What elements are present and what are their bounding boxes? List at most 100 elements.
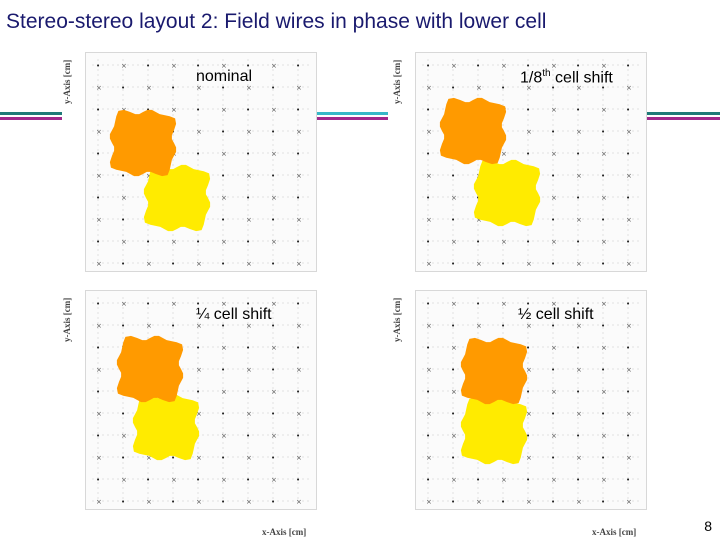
- wire-marker: •: [526, 300, 530, 308]
- wire-marker: ×: [626, 128, 632, 136]
- wire-marker: •: [426, 388, 430, 396]
- wire-marker: •: [246, 150, 250, 158]
- wire-marker: •: [601, 322, 605, 330]
- y-axis-label: y-Axis [cm]: [62, 59, 72, 104]
- wire-marker: •: [626, 62, 630, 70]
- wire-marker: ×: [626, 498, 632, 506]
- wire-marker: •: [271, 172, 275, 180]
- wire-marker: •: [426, 300, 430, 308]
- wire-marker: •: [551, 410, 555, 418]
- wire-marker: •: [426, 150, 430, 158]
- wire-marker: •: [551, 454, 555, 462]
- wire-marker: ×: [576, 410, 582, 418]
- accent-bars-middle: [312, 112, 388, 122]
- wire-marker: ×: [271, 344, 277, 352]
- wire-marker: ×: [526, 322, 532, 330]
- wire-marker: ×: [246, 216, 252, 224]
- wire-marker: ×: [551, 106, 557, 114]
- cell-shapes: [116, 335, 200, 461]
- wire-marker: ×: [601, 238, 607, 246]
- wire-marker: •: [196, 300, 200, 308]
- wire-marker: •: [601, 410, 605, 418]
- wire-marker: ×: [121, 300, 127, 308]
- wire-marker: •: [476, 194, 480, 202]
- wire-marker: •: [246, 194, 250, 202]
- wire-marker: ×: [476, 260, 482, 268]
- wire-marker: ×: [196, 128, 202, 136]
- cell-shapes: [109, 109, 211, 232]
- wire-marker: •: [96, 476, 100, 484]
- wire-marker: ×: [196, 322, 202, 330]
- wire-marker: ×: [196, 366, 202, 374]
- wire-marker: •: [221, 454, 225, 462]
- wire-marker: ×: [426, 410, 432, 418]
- wire-marker: •: [296, 150, 300, 158]
- wire-marker: ×: [626, 172, 632, 180]
- wire-marker: •: [96, 388, 100, 396]
- wire-marker: ×: [476, 84, 482, 92]
- wire-marker: •: [221, 260, 225, 268]
- wire-marker: •: [576, 432, 580, 440]
- wire-marker: •: [121, 498, 125, 506]
- wire-marker: ×: [526, 454, 532, 462]
- wire-marker: ×: [221, 150, 227, 158]
- wire-marker: ×: [196, 454, 202, 462]
- wire-marker: ×: [96, 410, 102, 418]
- wire-marker: •: [196, 238, 200, 246]
- wire-marker: •: [146, 238, 150, 246]
- wire-marker: ×: [601, 476, 607, 484]
- wire-marker: ×: [246, 410, 252, 418]
- wire-marker: •: [221, 322, 225, 330]
- wire-marker: •: [551, 84, 555, 92]
- wire-marker: •: [601, 454, 605, 462]
- wire-marker: ×: [121, 432, 127, 440]
- wire-marker: ×: [626, 322, 632, 330]
- wire-marker: ×: [246, 172, 252, 180]
- wire-marker: •: [551, 172, 555, 180]
- wire-marker: ×: [601, 106, 607, 114]
- wire-marker: ×: [476, 322, 482, 330]
- wire-marker: ×: [551, 476, 557, 484]
- wire-marker: •: [96, 300, 100, 308]
- wire-marker: •: [501, 322, 505, 330]
- wire-marker: ×: [271, 300, 277, 308]
- wire-marker: ×: [451, 238, 457, 246]
- wire-marker: ×: [426, 322, 432, 330]
- page-number: 8: [704, 518, 712, 534]
- wire-marker: ×: [146, 84, 152, 92]
- wire-marker: ×: [576, 128, 582, 136]
- wire-marker: ×: [551, 194, 557, 202]
- wire-marker: •: [271, 128, 275, 136]
- lower-cell-shape: [132, 393, 200, 461]
- wire-marker: •: [296, 106, 300, 114]
- accent-bars-right: [642, 112, 720, 122]
- wire-marker: ×: [246, 322, 252, 330]
- wire-marker: •: [626, 388, 630, 396]
- wire-marker: •: [626, 344, 630, 352]
- wire-marker: ×: [271, 432, 277, 440]
- wire-marker: ×: [601, 344, 607, 352]
- wire-marker: ×: [526, 498, 532, 506]
- wire-marker: •: [451, 454, 455, 462]
- wire-marker: ×: [451, 62, 457, 70]
- wire-marker: •: [196, 388, 200, 396]
- y-axis-label: y-Axis [cm]: [392, 59, 402, 104]
- wire-marker: •: [246, 432, 250, 440]
- wire-marker: ×: [271, 238, 277, 246]
- y-axis-label: y-Axis [cm]: [392, 297, 402, 342]
- wire-marker: •: [576, 106, 580, 114]
- wire-marker: •: [601, 498, 605, 506]
- wire-marker: ×: [551, 344, 557, 352]
- plot-nominal: • × • × • × • × • × × • × • × • × • × • • × • × • × • × • × × • × • × • × • × •…: [85, 52, 317, 272]
- wire-marker: ×: [296, 366, 302, 374]
- wire-marker: •: [296, 194, 300, 202]
- wire-marker: •: [121, 172, 125, 180]
- wire-marker: ×: [196, 84, 202, 92]
- wire-marker: •: [96, 344, 100, 352]
- wire-marker: •: [171, 454, 175, 462]
- wire-marker: ×: [426, 216, 432, 224]
- wire-marker: ×: [551, 388, 557, 396]
- wire-marker: •: [296, 344, 300, 352]
- wire-marker: •: [121, 322, 125, 330]
- wire-marker: •: [601, 366, 605, 374]
